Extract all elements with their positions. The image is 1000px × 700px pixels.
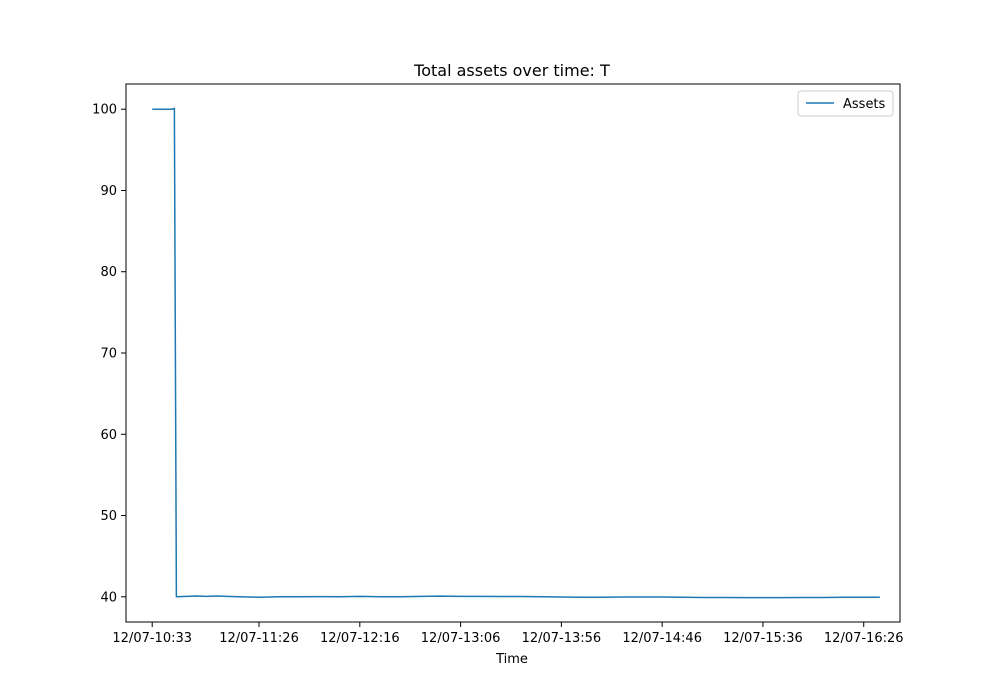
y-tick-label: 90 bbox=[100, 184, 117, 199]
plot-frame bbox=[125, 83, 901, 623]
x-tick-label: 12/07-16:26 bbox=[824, 631, 904, 646]
x-tick-label: 12/07-13:06 bbox=[421, 631, 501, 646]
y-tick-label: 50 bbox=[100, 509, 117, 524]
x-tick-label: 12/07-14:46 bbox=[622, 631, 702, 646]
y-tick-label: 70 bbox=[100, 347, 117, 362]
series-line-assets bbox=[152, 107, 880, 599]
y-tick-label: 40 bbox=[100, 590, 117, 605]
x-tick-label: 12/07-10:33 bbox=[112, 631, 192, 646]
y-axis: 40 50 60 70 80 90 100 bbox=[92, 103, 126, 605]
legend-label: Assets bbox=[843, 97, 886, 112]
legend-box bbox=[797, 90, 894, 117]
y-tick-label: 60 bbox=[100, 428, 117, 443]
x-tick-label: 12/07-12:16 bbox=[320, 631, 400, 646]
x-axis: 12/07-10:33 12/07-11:26 12/07-12:16 12/07-1… bbox=[112, 622, 904, 646]
chart-title: Total assets over time: T bbox=[413, 61, 610, 80]
y-tick-label: 100 bbox=[92, 103, 117, 118]
x-axis-label: Time bbox=[495, 652, 528, 667]
legend: Assets bbox=[797, 90, 894, 117]
x-tick-label: 12/07-15:36 bbox=[723, 631, 803, 646]
x-tick-label: 12/07-13:56 bbox=[522, 631, 602, 646]
series-layer bbox=[152, 107, 880, 599]
x-tick-label: 12/07-11:26 bbox=[219, 631, 299, 646]
y-tick-label: 80 bbox=[100, 265, 117, 280]
